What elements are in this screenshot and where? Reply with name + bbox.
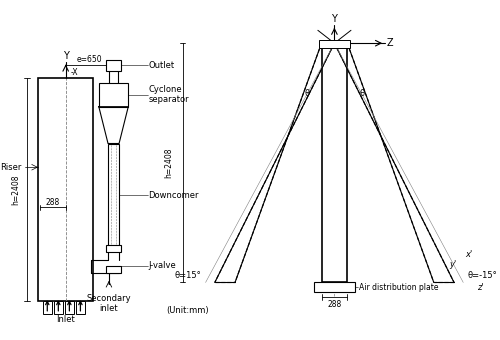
Text: Secondary
inlet: Secondary inlet [86,293,132,313]
Text: (Unit:mm): (Unit:mm) [166,306,208,315]
Text: h=2408: h=2408 [12,174,20,205]
Bar [42,301,52,314]
Text: Riser: Riser [0,163,22,172]
Text: θ=15°: θ=15° [174,271,201,279]
Bar [65,301,74,314]
Text: Outlet: Outlet [148,61,174,70]
Bar [99,83,128,107]
Bar [108,143,119,248]
Bar [319,40,350,48]
Bar [322,43,347,283]
Text: θ: θ [360,89,364,98]
Text: J-valve: J-valve [148,261,176,270]
Text: -X: -X [71,68,78,77]
Text: x': x' [465,250,472,259]
Text: z': z' [477,283,484,292]
Text: y': y' [450,259,456,269]
Bar [38,78,94,301]
Text: Inlet: Inlet [56,315,75,324]
Bar [106,60,121,71]
Bar [54,301,63,314]
Bar [314,283,354,292]
Text: Z: Z [386,38,393,48]
Text: h=2408: h=2408 [164,148,173,178]
Text: e=650: e=650 [77,55,102,64]
Text: θ=-15°: θ=-15° [468,271,498,279]
Text: Air distribution plate: Air distribution plate [360,283,439,292]
Text: 288: 288 [46,198,60,207]
Bar [106,266,121,273]
Bar [106,245,121,252]
Text: Y: Y [332,14,338,24]
Text: 288: 288 [328,300,342,309]
Text: Y: Y [63,51,68,61]
Text: θ: θ [304,89,310,98]
Bar [76,301,85,314]
Text: Cyclone
separator: Cyclone separator [148,85,189,104]
Text: Downcomer: Downcomer [148,191,199,200]
